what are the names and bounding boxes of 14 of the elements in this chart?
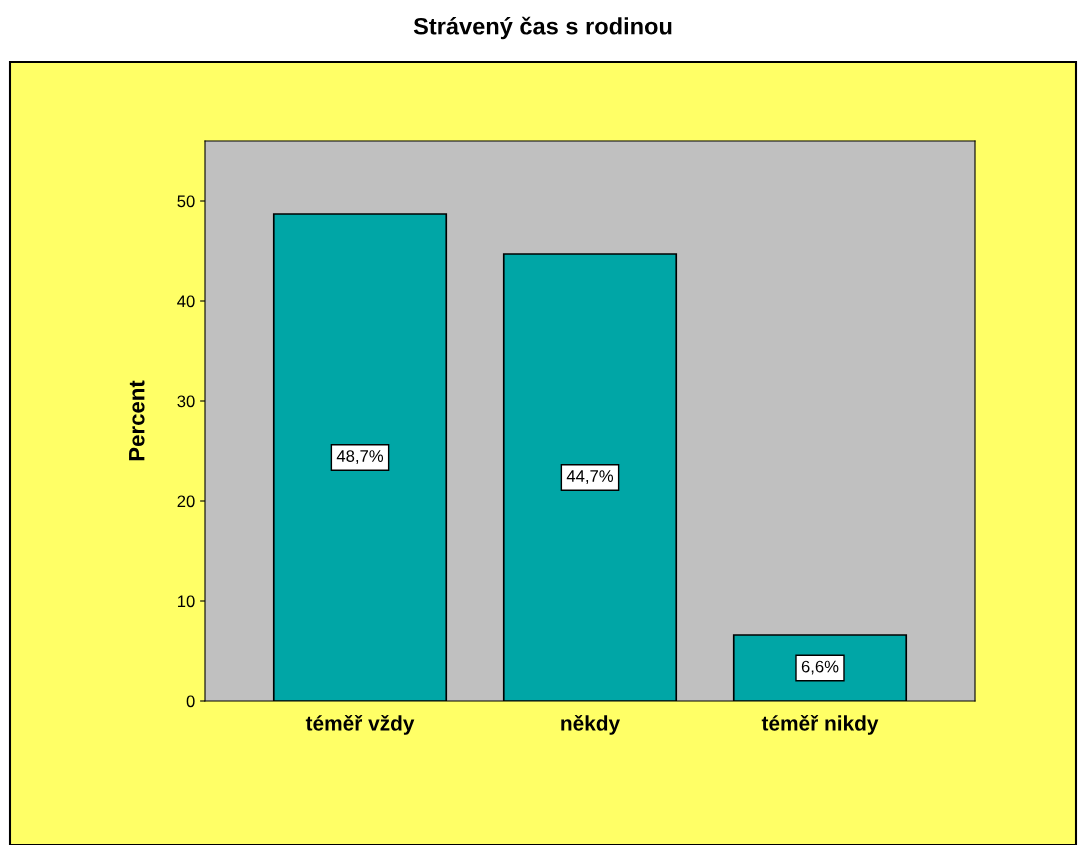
data-label: 48,7%: [336, 450, 384, 464]
y-tick-label: 50: [177, 195, 195, 208]
y-tick-label: 30: [177, 395, 195, 408]
x-tick-label: téměř vždy: [305, 714, 415, 735]
y-tick-label: 20: [177, 495, 195, 508]
x-tick-label: téměř nikdy: [761, 714, 879, 735]
y-tick-label: 0: [186, 695, 195, 708]
y-tick-label: 10: [178, 595, 195, 608]
data-label: 6,6%: [801, 660, 839, 675]
y-axis-title: Percent: [129, 380, 145, 461]
y-tick-label: 40: [177, 295, 195, 308]
data-label: 44,7%: [566, 470, 614, 484]
chart-title: Strávený čas s rodinou: [413, 16, 672, 40]
x-tick-label: někdy: [561, 714, 620, 735]
